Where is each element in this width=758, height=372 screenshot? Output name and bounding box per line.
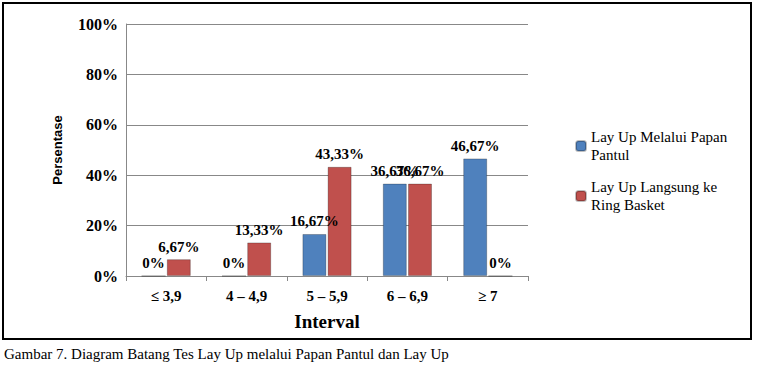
svg-text:43,33%: 43,33% bbox=[315, 146, 364, 162]
svg-text:100%: 100% bbox=[78, 16, 118, 33]
svg-text:13,33%: 13,33% bbox=[235, 222, 284, 238]
svg-text:Lay Up Melalui Papan: Lay Up Melalui Papan bbox=[591, 129, 731, 145]
svg-text:6 – 6,9: 6 – 6,9 bbox=[387, 288, 428, 304]
svg-text:16,67%: 16,67% bbox=[290, 213, 339, 229]
svg-text:≥ 7: ≥ 7 bbox=[478, 288, 498, 304]
svg-text:Interval: Interval bbox=[294, 311, 359, 332]
svg-text:80%: 80% bbox=[86, 66, 118, 83]
svg-text:0%: 0% bbox=[142, 255, 165, 271]
svg-text:20%: 20% bbox=[86, 217, 118, 234]
svg-text:5 – 5,9: 5 – 5,9 bbox=[306, 288, 347, 304]
svg-text:≤ 3,9: ≤ 3,9 bbox=[151, 288, 182, 304]
svg-text:Pantul: Pantul bbox=[591, 147, 629, 163]
svg-text:60%: 60% bbox=[86, 116, 118, 133]
svg-text:46,67%: 46,67% bbox=[451, 138, 500, 154]
html-text:Gambar 7. Diagram Batang Tes L: Gambar 7. Diagram Batang Tes Lay Up mela… bbox=[4, 346, 449, 362]
svg-text:36,67%: 36,67% bbox=[396, 163, 445, 179]
svg-text:Lay Up Langsung ke: Lay Up Langsung ke bbox=[591, 179, 721, 195]
svg-text:Ring Basket: Ring Basket bbox=[591, 197, 666, 213]
svg-text:Persentase: Persentase bbox=[50, 115, 65, 184]
svg-text:0%: 0% bbox=[223, 255, 246, 271]
svg-text:6,67%: 6,67% bbox=[158, 239, 199, 255]
svg-text:0%: 0% bbox=[94, 268, 118, 285]
svg-text:0%: 0% bbox=[489, 255, 512, 271]
svg-text:4 – 4,9: 4 – 4,9 bbox=[226, 288, 267, 304]
svg-text:40%: 40% bbox=[86, 167, 118, 184]
